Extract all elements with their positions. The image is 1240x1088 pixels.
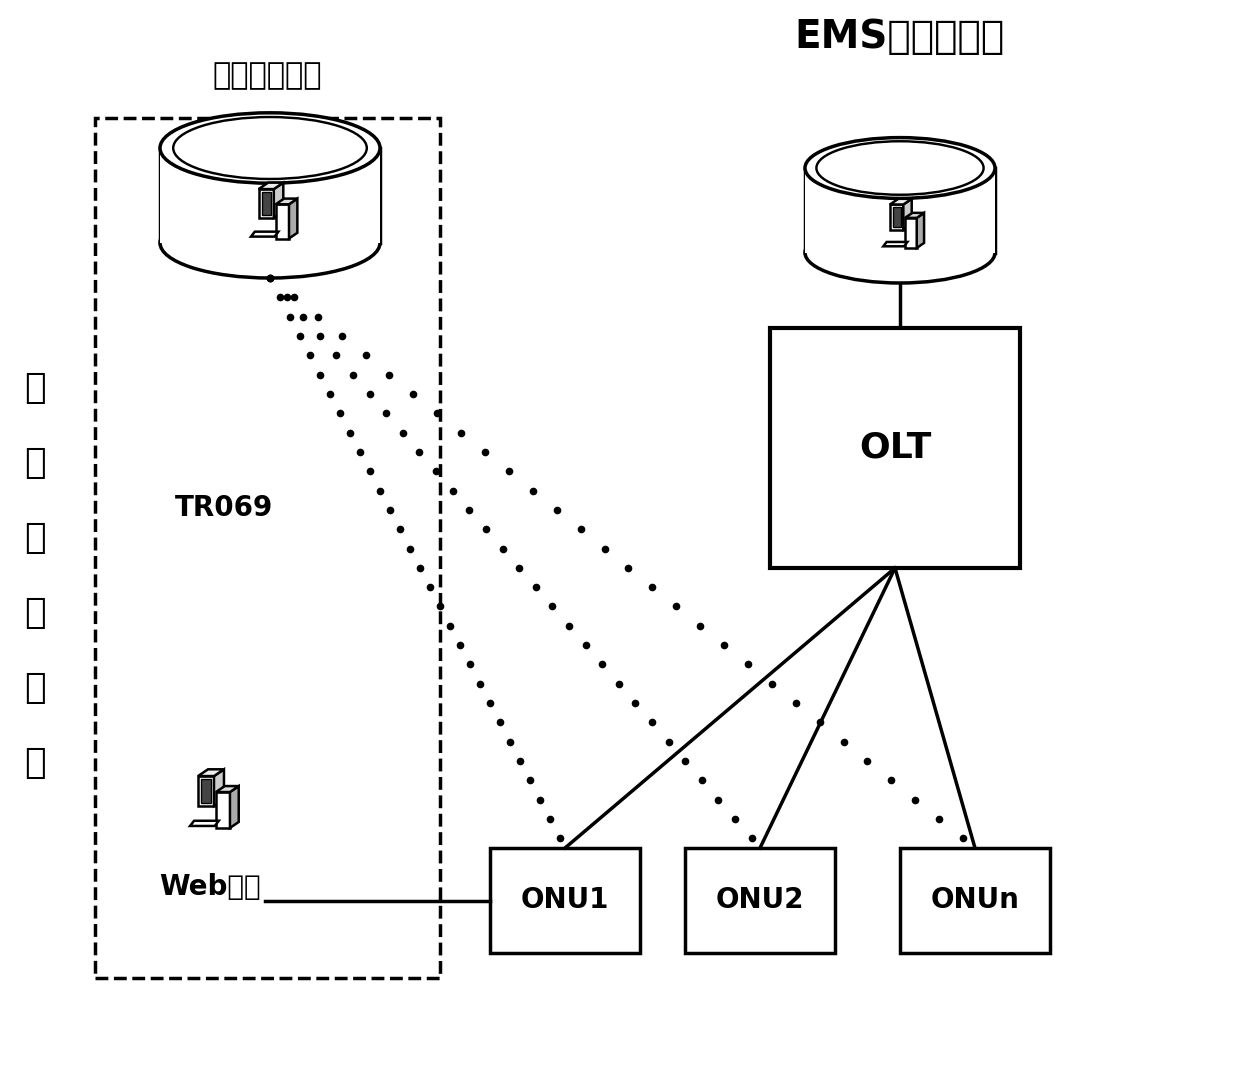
Polygon shape <box>916 213 924 248</box>
Polygon shape <box>198 769 224 776</box>
Polygon shape <box>198 776 215 806</box>
Text: ONUn: ONUn <box>930 887 1019 915</box>
Polygon shape <box>216 792 229 828</box>
Polygon shape <box>905 218 916 248</box>
Polygon shape <box>883 242 908 246</box>
Text: OLT: OLT <box>859 431 931 465</box>
Text: 终端管理系统: 终端管理系统 <box>213 61 322 90</box>
Text: ONU1: ONU1 <box>521 887 609 915</box>
Polygon shape <box>275 205 289 238</box>
Ellipse shape <box>160 113 379 183</box>
Polygon shape <box>905 213 924 218</box>
Text: Web网管: Web网管 <box>159 873 260 901</box>
Ellipse shape <box>160 208 379 279</box>
Polygon shape <box>289 199 298 238</box>
Bar <box>490 848 640 953</box>
Polygon shape <box>250 232 278 236</box>
Polygon shape <box>890 205 904 230</box>
Bar <box>95 118 440 978</box>
Polygon shape <box>274 183 283 218</box>
Polygon shape <box>262 193 272 215</box>
Bar <box>900 848 1050 953</box>
Text: 息: 息 <box>25 446 46 480</box>
Text: 管: 管 <box>25 521 46 555</box>
Text: 统: 统 <box>25 746 46 780</box>
Polygon shape <box>893 207 901 227</box>
Polygon shape <box>259 183 283 189</box>
Text: 理: 理 <box>25 596 46 630</box>
Ellipse shape <box>805 137 994 198</box>
Ellipse shape <box>805 222 994 283</box>
Text: 系: 系 <box>25 671 46 705</box>
Polygon shape <box>259 189 274 218</box>
Text: 信: 信 <box>25 371 46 405</box>
Polygon shape <box>215 769 224 806</box>
Polygon shape <box>229 786 239 828</box>
Text: EMS网管服务器: EMS网管服务器 <box>795 18 1006 55</box>
Text: ONU2: ONU2 <box>715 887 805 915</box>
Text: TR069: TR069 <box>175 494 273 522</box>
Polygon shape <box>275 199 298 205</box>
Bar <box>160 148 379 243</box>
Bar <box>805 168 994 252</box>
Polygon shape <box>890 199 911 205</box>
Polygon shape <box>201 779 211 803</box>
Polygon shape <box>904 199 911 230</box>
Polygon shape <box>216 786 239 792</box>
Bar <box>770 327 1021 568</box>
Polygon shape <box>190 820 218 826</box>
Bar <box>684 848 835 953</box>
